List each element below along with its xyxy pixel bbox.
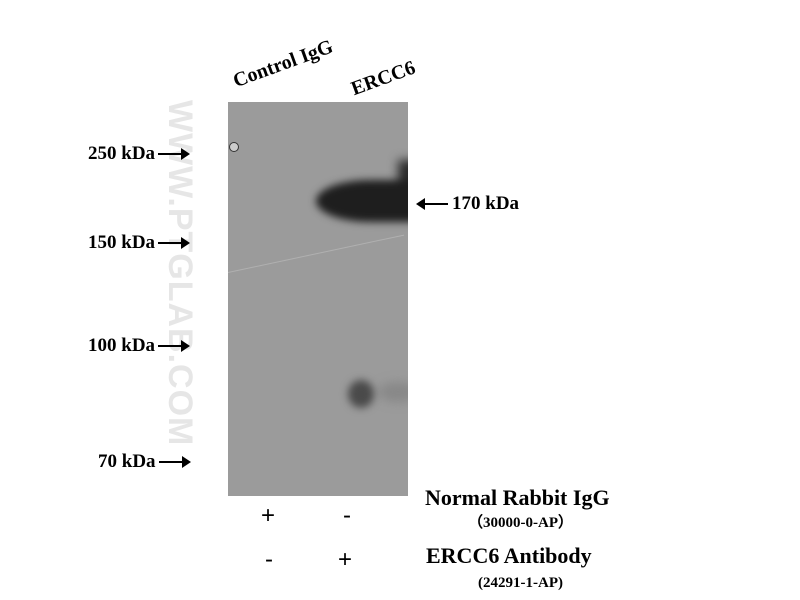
watermark: WWW.PTGLAB.COM <box>161 100 199 447</box>
band-faint <box>378 382 408 402</box>
membrane-scratch <box>228 234 405 273</box>
arrow-right-icon <box>158 456 191 468</box>
lane-label-ercc6: ERCC6 <box>348 56 419 101</box>
marker-label: 150 kDa <box>88 232 156 253</box>
condition-normal-rabbit-igg: Normal Rabbit IgG <box>425 485 610 510</box>
sign-row2-lane1: - <box>265 546 273 573</box>
marker-label: 70 kDa <box>98 451 156 472</box>
band-annotation: 170 kDa <box>416 193 520 215</box>
arrow-right-icon <box>158 148 191 160</box>
catalog-normal-rabbit-igg: （30000-0-AP） <box>468 515 573 531</box>
marker-100: 100 kDa <box>88 335 191 357</box>
band-heavy-chain <box>348 380 374 408</box>
sign-row2-lane2: + <box>338 546 353 573</box>
marker-250: 250 kDa <box>88 143 191 165</box>
arrow-right-icon <box>158 340 191 352</box>
blot-membrane <box>228 102 408 496</box>
arrow-left-icon <box>416 198 448 210</box>
catalog-ercc6-antibody: (24291-1-AP) <box>478 575 563 591</box>
marker-70: 70 kDa <box>98 451 191 473</box>
lane-label-control-igg: Control IgG <box>230 35 336 93</box>
arrow-right-icon <box>158 237 191 249</box>
marker-label: 250 kDa <box>88 143 156 164</box>
sign-row1-lane2: - <box>343 502 351 529</box>
condition-ercc6-antibody: ERCC6 Antibody <box>426 543 592 568</box>
band-170kda <box>316 180 408 222</box>
marker-150: 150 kDa <box>88 232 191 254</box>
sign-row1-lane1: + <box>261 502 276 529</box>
marker-label: 100 kDa <box>88 335 156 356</box>
membrane-spot <box>229 142 239 152</box>
band-annotation-label: 170 kDa <box>452 193 520 214</box>
